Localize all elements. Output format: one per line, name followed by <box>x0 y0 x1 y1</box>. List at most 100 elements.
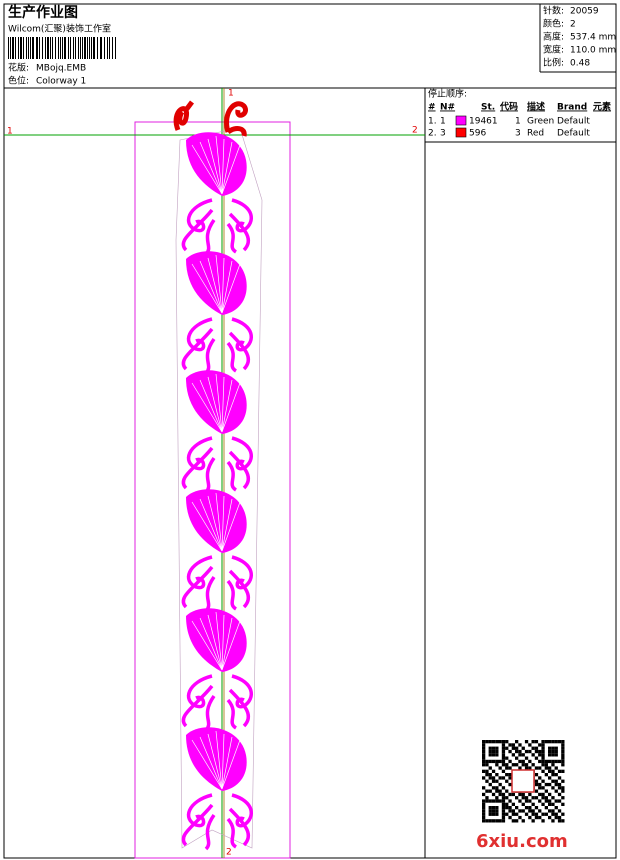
qr-cell <box>488 789 492 793</box>
qr-cell <box>554 789 558 793</box>
fan-line <box>215 135 223 195</box>
qr-cell <box>534 740 539 744</box>
qr-cell <box>531 753 535 757</box>
qr-cell <box>551 753 555 757</box>
qr-cell <box>482 776 486 780</box>
bar-stripe <box>78 37 79 59</box>
qr-cell <box>524 806 529 810</box>
qr-cell <box>501 740 506 744</box>
fan-line <box>215 254 223 314</box>
fan-line <box>191 501 223 552</box>
qr-cell <box>531 796 535 800</box>
qr-cell <box>482 799 486 803</box>
bar-stripe <box>42 37 43 59</box>
qr-cell <box>541 812 545 816</box>
qr-cell <box>485 779 489 783</box>
qr-cell <box>498 799 502 803</box>
axis-label: 1 <box>228 89 234 99</box>
qr-cell <box>538 792 542 797</box>
bar-stripe <box>82 37 83 59</box>
qr-cell <box>518 743 522 747</box>
column-header: St. <box>481 103 495 113</box>
bar-stripe <box>47 37 49 59</box>
qr-cell <box>501 769 506 773</box>
vine <box>181 793 216 851</box>
qr-cell <box>491 753 496 757</box>
qr-cell <box>544 763 548 767</box>
fan-line <box>207 733 223 790</box>
qr-cell <box>561 746 565 750</box>
qr-cell <box>508 776 512 780</box>
bar-stripe <box>15 37 16 59</box>
qr-cell <box>538 753 542 757</box>
qr-cell <box>541 769 545 773</box>
red-motif <box>224 101 248 137</box>
qr-cell <box>551 786 555 790</box>
bar-stripe <box>39 37 40 59</box>
qr-cell <box>488 753 492 757</box>
qr-cell <box>482 746 486 750</box>
qr-cell <box>548 766 552 770</box>
qr-cell <box>505 773 509 777</box>
qr-cell <box>488 766 492 770</box>
qr-cell <box>515 749 519 754</box>
qr-cell <box>482 740 486 744</box>
qr-cell <box>501 792 506 797</box>
brand: Default <box>557 117 590 127</box>
qr-cell <box>538 786 542 790</box>
qr-cell <box>551 802 555 806</box>
qr-cell <box>515 746 519 750</box>
fan-line <box>207 614 223 671</box>
qr-cell <box>501 815 506 820</box>
qr-cell <box>482 756 486 760</box>
qr-cell <box>534 815 539 820</box>
bar-stripe <box>75 37 76 59</box>
qr-cell <box>501 819 506 823</box>
qr-cell <box>544 766 548 770</box>
qr-cell <box>508 815 512 820</box>
qr-cell <box>485 759 489 764</box>
fan-line <box>221 263 241 314</box>
qr-cell <box>531 740 535 744</box>
qr-cell <box>554 759 558 764</box>
qr-cell <box>511 743 515 747</box>
qr-cell <box>534 796 539 800</box>
info-label: 比例: <box>543 57 564 69</box>
qr-cell <box>482 792 486 797</box>
qr-cell <box>561 749 565 754</box>
qr-cell <box>524 799 529 803</box>
qr-cell <box>557 809 562 813</box>
qr-cell <box>528 792 532 797</box>
qr-cell <box>554 773 558 777</box>
fan-line <box>215 492 223 552</box>
qr-cell <box>505 779 509 783</box>
qr-cell <box>551 749 555 754</box>
qr-cell <box>488 773 492 777</box>
qr-cell <box>551 809 555 813</box>
qr-cell <box>518 766 522 770</box>
qr-cell <box>495 799 499 803</box>
qr-cell <box>544 759 548 764</box>
qr-cell <box>511 753 515 757</box>
qr-cell <box>548 759 552 764</box>
column-header: N# <box>440 103 455 113</box>
qr-cell <box>534 746 539 750</box>
qr-cell <box>491 809 496 813</box>
qr-cell <box>488 749 492 754</box>
info-value: 2 <box>570 20 576 30</box>
studio: Wilcom(汇聚)装饰工作室 <box>8 23 111 35</box>
qr-cell <box>518 753 522 757</box>
fan-line <box>199 736 223 790</box>
info-value: 0.48 <box>570 59 590 69</box>
fan-line <box>221 382 241 433</box>
qr-cell <box>498 759 502 764</box>
qr-cell <box>488 812 492 816</box>
qr-cell <box>561 786 565 790</box>
qr-cell <box>551 779 555 783</box>
qr-cell <box>482 812 486 816</box>
qr-cell <box>501 809 506 813</box>
qr-cell <box>561 743 565 747</box>
bar-stripe <box>45 37 46 59</box>
qr-cell <box>498 819 502 823</box>
qr-cell <box>531 746 535 750</box>
